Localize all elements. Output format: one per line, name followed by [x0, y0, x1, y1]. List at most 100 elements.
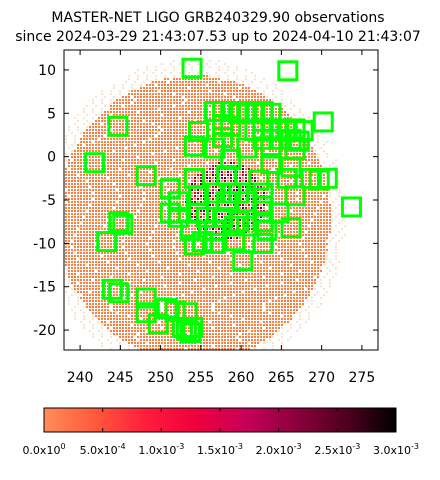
probability-cell — [146, 123, 148, 125]
probability-cell — [74, 210, 76, 212]
probability-cell — [227, 123, 229, 125]
probability-cell — [86, 222, 88, 224]
probability-cell — [74, 243, 76, 245]
probability-cell — [275, 111, 277, 113]
probability-cell — [185, 132, 187, 134]
probability-cell — [104, 237, 106, 239]
probability-cell — [95, 216, 97, 218]
probability-cell — [233, 171, 235, 173]
probability-cell — [212, 231, 214, 233]
probability-cell — [74, 249, 76, 251]
probability-cell — [98, 132, 100, 134]
probability-cell — [287, 162, 289, 164]
probability-cell — [155, 210, 157, 212]
probability-cell — [137, 249, 139, 251]
probability-cell — [317, 153, 319, 155]
probability-cell — [212, 186, 214, 188]
probability-cell — [290, 228, 292, 230]
probability-cell — [71, 234, 73, 236]
probability-cell — [326, 159, 328, 161]
probability-cell — [287, 231, 289, 233]
probability-cell — [278, 231, 280, 233]
probability-cell — [173, 177, 175, 179]
probability-cell — [188, 156, 190, 158]
probability-cell — [164, 102, 166, 104]
probability-cell — [95, 147, 97, 149]
probability-cell — [89, 174, 91, 176]
probability-cell — [245, 87, 247, 89]
probability-cell — [176, 84, 178, 86]
probability-cell — [83, 189, 85, 191]
probability-cell — [158, 111, 160, 113]
probability-cell — [209, 60, 211, 62]
probability-cell — [299, 207, 301, 209]
probability-cell — [152, 216, 154, 218]
probability-cell — [146, 252, 148, 254]
probability-cell — [227, 159, 229, 161]
probability-cell — [194, 78, 196, 80]
probability-cell — [101, 117, 103, 119]
probability-cell — [92, 135, 94, 137]
probability-cell — [176, 141, 178, 143]
probability-cell — [176, 87, 178, 89]
probability-cell — [197, 105, 199, 107]
probability-cell — [293, 183, 295, 185]
probability-cell — [323, 252, 325, 254]
probability-cell — [200, 246, 202, 248]
probability-cell — [170, 87, 172, 89]
probability-cell — [248, 159, 250, 161]
probability-cell — [194, 210, 196, 212]
probability-cell — [143, 261, 145, 263]
probability-cell — [83, 216, 85, 218]
probability-cell — [167, 81, 169, 83]
probability-cell — [317, 141, 319, 143]
probability-cell — [149, 243, 151, 245]
probability-cell — [185, 126, 187, 128]
probability-cell — [143, 195, 145, 197]
probability-cell — [110, 171, 112, 173]
probability-cell — [239, 177, 241, 179]
probability-cell — [137, 69, 139, 71]
probability-cell — [239, 255, 241, 257]
probability-cell — [182, 81, 184, 83]
probability-cell — [308, 237, 310, 239]
probability-cell — [233, 243, 235, 245]
probability-cell — [227, 153, 229, 155]
probability-cell — [89, 186, 91, 188]
probability-cell — [323, 210, 325, 212]
probability-cell — [134, 195, 136, 197]
probability-cell — [158, 105, 160, 107]
probability-cell — [275, 126, 277, 128]
probability-cell — [71, 258, 73, 260]
probability-cell — [134, 132, 136, 134]
probability-cell — [263, 246, 265, 248]
probability-cell — [98, 228, 100, 230]
probability-cell — [98, 174, 100, 176]
probability-cell — [92, 138, 94, 140]
probability-cell — [305, 255, 307, 257]
probability-cell — [164, 249, 166, 251]
probability-cell — [77, 198, 79, 200]
probability-cell — [80, 189, 82, 191]
probability-cell — [152, 87, 154, 89]
probability-cell — [143, 222, 145, 224]
probability-cell — [68, 258, 70, 260]
probability-cell — [281, 177, 283, 179]
probability-cell — [128, 99, 130, 101]
probability-cell — [293, 207, 295, 209]
probability-cell — [197, 174, 199, 176]
probability-cell — [167, 114, 169, 116]
probability-cell — [77, 192, 79, 194]
probability-cell — [203, 87, 205, 89]
probability-cell — [173, 120, 175, 122]
probability-cell — [95, 123, 97, 125]
probability-cell — [329, 192, 331, 194]
probability-cell — [77, 240, 79, 242]
probability-cell — [164, 225, 166, 227]
probability-cell — [185, 81, 187, 83]
probability-cell — [203, 75, 205, 77]
probability-cell — [134, 120, 136, 122]
probability-cell — [95, 165, 97, 167]
probability-cell — [206, 81, 208, 83]
probability-cell — [257, 198, 259, 200]
